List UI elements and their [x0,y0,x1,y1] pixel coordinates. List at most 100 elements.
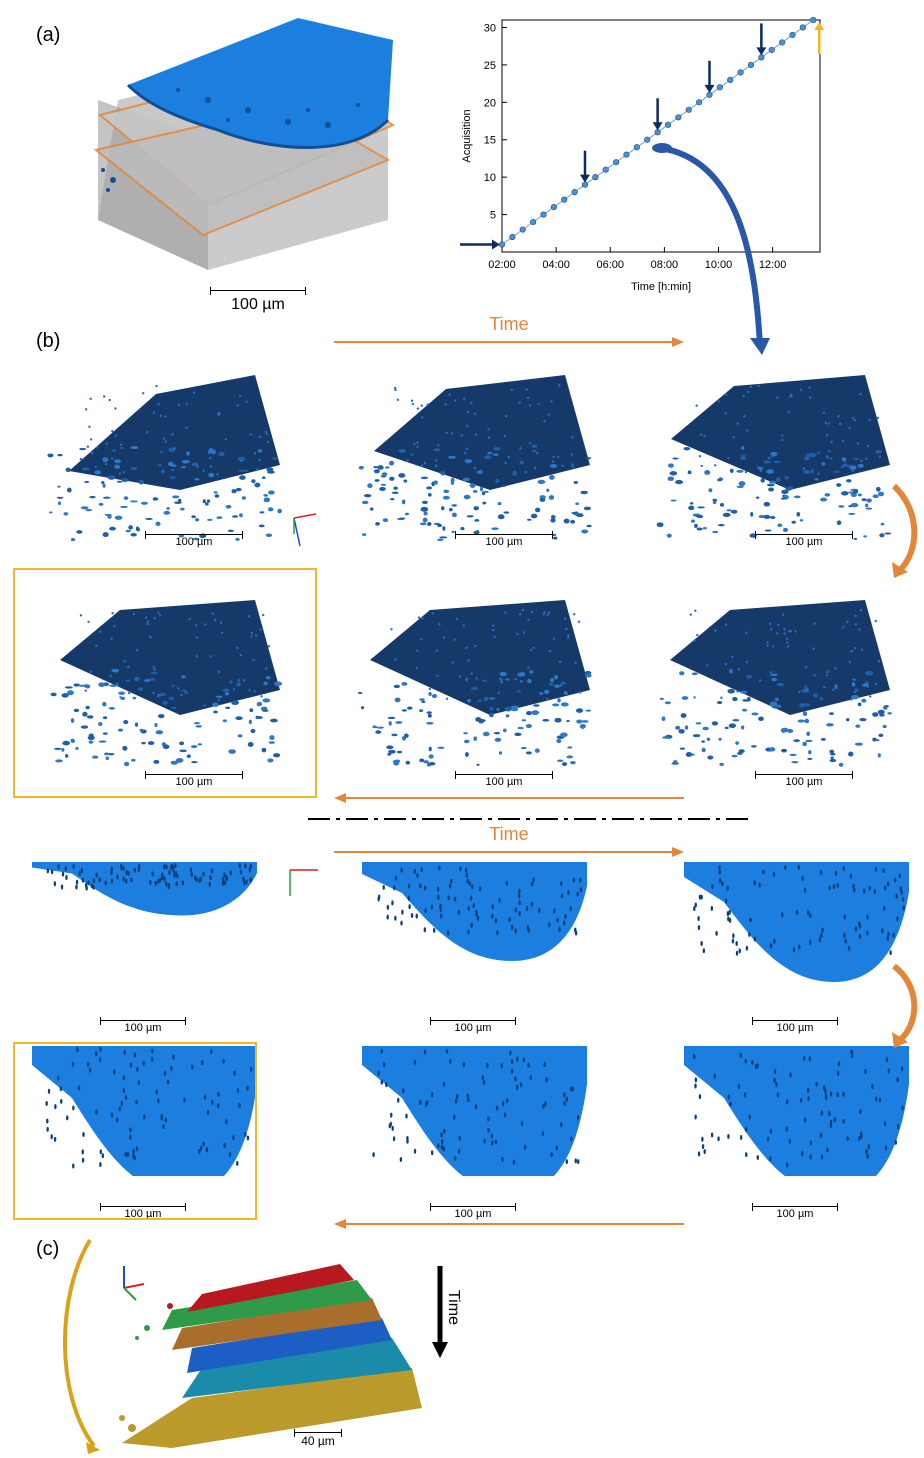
y-tick-label: 30 [484,22,496,34]
top-view-render [32,1046,257,1176]
link-arrow [652,143,770,355]
scale-bar: 100 µm [430,1203,516,1226]
divider [308,818,748,820]
scale-bar-label: 100 µm [124,1208,162,1220]
scale-bar: 100 µm [145,531,243,554]
time-label: Time [489,314,529,334]
data-point [685,106,692,113]
side-view-render [47,375,283,542]
scale-bar-a: 100 µm [210,287,306,313]
scale-bar: 100 µm [430,1017,516,1040]
data-point [737,69,744,76]
scale-bar: 100 µm [752,1203,838,1226]
x-axis-label: Time [h:min] [631,281,691,293]
x-tick-label: 02:00 [488,259,516,271]
data-point [530,218,537,226]
panel-b-label: (b) [36,330,61,352]
panel-c-label: (c) [36,1238,60,1260]
side-view-render [50,600,283,767]
data-point [633,144,640,151]
data-point [758,54,765,61]
scale-bar: 100 µm [455,771,553,794]
top-view-row-2: 100 µm 100 µm 100 µm [0,1040,924,1220]
highlight-arrowhead [492,239,500,250]
x-tick-label: 10:00 [705,259,733,271]
top-view-render [362,862,587,961]
data-point [581,181,589,188]
side-view-row-1: 100 µm 100 µm 100 µm [0,350,924,560]
x-tick-label: 12:00 [759,259,787,271]
data-point [768,46,775,54]
data-point [810,16,817,24]
scale-bar-label: 40 µm [301,1434,335,1448]
data-point [799,24,806,31]
axes-glyph [293,513,317,547]
side-view-render [357,600,592,767]
scale-bar: 100 µm [755,531,853,554]
data-point [716,84,723,91]
top-view-row-1: 100 µm 100 µm 100 µm [0,862,924,1042]
highlight-arrowhead [704,84,715,93]
scale-bar: 100 µm [100,1017,186,1040]
y-tick-label: 5 [490,210,496,222]
time-arrow-right-1: Time [334,314,684,350]
data-point [696,99,703,106]
highlight-arrowhead [652,122,663,131]
time-arrow-left-2 [334,1219,684,1229]
final-arrowhead [814,22,825,30]
data-point [561,196,568,203]
top-view-render [684,1046,909,1176]
scale-bar-label: 100 µm [785,536,823,548]
data-point [571,189,578,196]
data-point [664,121,672,128]
selected-frame-box [13,568,317,798]
plot-frame [501,19,821,253]
data-point [519,226,526,233]
scale-bar: 100 µm [145,771,243,794]
data-point [498,241,506,248]
y-tick-label: 15 [484,135,496,147]
data-point [613,159,620,166]
side-view-render [656,375,892,540]
gold-curve-arrow [63,1238,100,1454]
highlight-arrowhead [756,47,767,56]
scale-bar-c: 40 µm [294,1429,342,1452]
highlight-arrowhead [579,174,590,183]
time-down-arrow [432,1266,448,1358]
scale-bar: 100 µm [752,1017,838,1040]
data-point [727,76,734,83]
scale-bar-label: 100 µm [454,1208,492,1220]
side-view-render [358,375,592,542]
side-view-row-2: 100 µm 100 µm 100 µm [0,568,924,800]
scale-bar-label: 100 µm [485,536,523,548]
y-axis-label: Acquisition [461,109,473,162]
scale-bar-label: 100 µm [231,296,285,313]
volume-rendering [93,18,396,270]
scale-bar: 100 µm [100,1203,186,1226]
y-tick-label: 20 [484,97,496,109]
turn-arrow-1 [891,483,918,578]
data-point [706,91,713,98]
scale-bar: 100 µm [455,531,553,554]
data-point [592,174,599,181]
data-point [779,39,786,46]
data-point [623,151,630,158]
data-point [644,136,651,143]
data-point [675,114,682,121]
data-point [509,233,516,241]
scale-bar-label: 100 µm [175,776,213,788]
panel-a-label: (a) [36,24,61,46]
selected-frame-box [13,1042,257,1220]
acquisition-chart: 02:00 04:00 06:00 08:00 10:00 12:00 5 10 15 20 25… [460,16,825,293]
x-tick-label: 04:00 [542,259,570,271]
scale-bar-label: 100 µm [124,1022,162,1034]
x-tick-label: 08:00 [651,259,679,271]
data-point [789,31,796,39]
turn-arrow-2 [892,963,918,1048]
top-view-render [684,862,909,982]
data-point [654,129,661,136]
x-tick-label: 06:00 [596,259,624,271]
time-arrow-left-1 [334,793,684,803]
axes-glyph-c [123,1266,145,1301]
scale-bar-label: 100 µm [454,1022,492,1034]
